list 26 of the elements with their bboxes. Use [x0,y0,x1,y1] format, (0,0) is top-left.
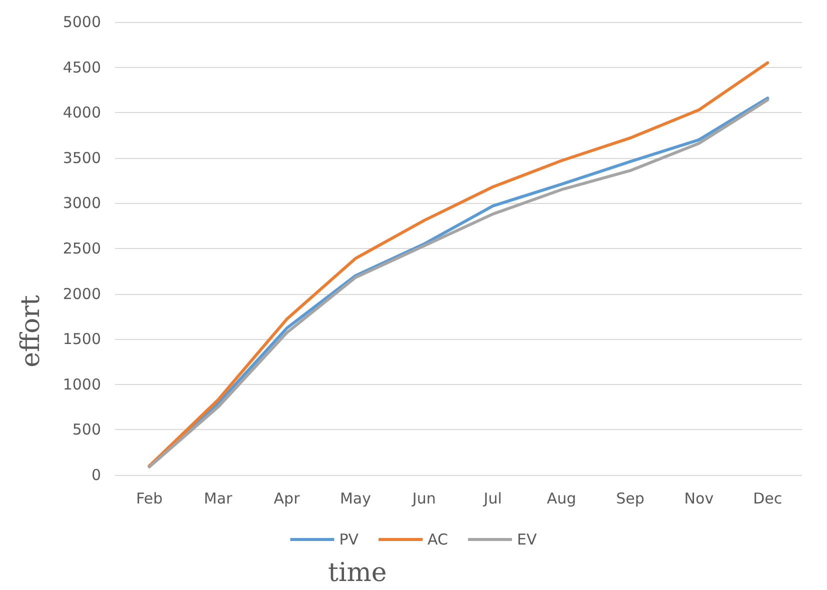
y-tick-label: 4500 [62,58,101,76]
y-tick-label: 1000 [62,375,101,394]
legend-label: EV [517,530,538,548]
x-tick-label: Sep [616,490,644,508]
legend-label: AC [428,530,448,548]
y-tick-label: 500 [72,420,101,439]
x-tick-label: Jul [482,490,502,508]
y-tick-label: 1500 [62,330,101,348]
x-axis-title: time [328,558,387,588]
x-tick-label: Dec [753,490,782,508]
y-tick-label: 2500 [62,240,101,258]
y-tick-label: 3500 [62,148,101,167]
y-tick-label: 5000 [62,13,101,31]
y-tick-label: 3000 [62,194,101,212]
x-tick-label: Feb [136,490,163,508]
x-tick-label: Aug [546,490,576,508]
x-tick-label: May [340,490,372,508]
legend-label: PV [339,530,360,548]
y-tick-label: 0 [91,466,101,484]
x-tick-label: Mar [204,490,234,508]
y-tick-label: 2000 [62,284,101,303]
x-tick-label: Nov [684,490,714,508]
x-tick-label: Apr [274,490,301,508]
y-axis-title: effort [16,294,46,368]
x-tick-label: Jun [411,490,436,508]
y-tick-label: 4000 [62,104,101,122]
